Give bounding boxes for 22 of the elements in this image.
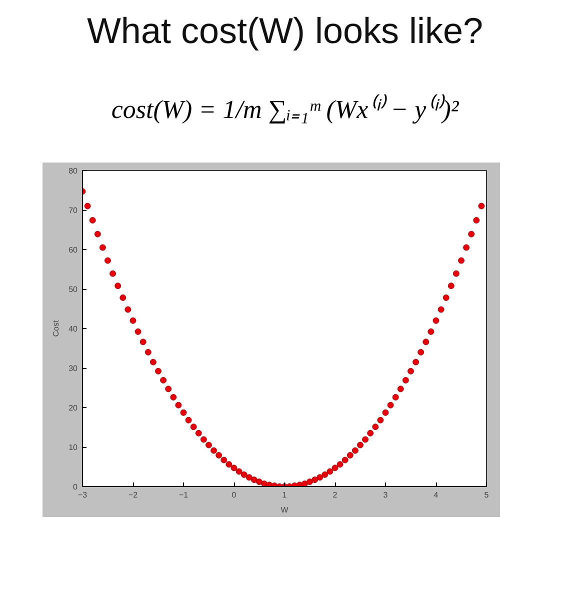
- x-tick-label: −3: [78, 490, 88, 500]
- x-tick-label: 1: [282, 490, 288, 500]
- x-tick-label: −2: [128, 490, 138, 500]
- chart-title: What cost(W) looks like?: [86, 9, 484, 53]
- y-tick-label: 30: [68, 364, 78, 373]
- y-tick-label: 20: [68, 404, 78, 412]
- y-tick-label: 10: [68, 443, 78, 452]
- x-tick-label: 3: [383, 490, 388, 500]
- x-tick-label: 5: [484, 490, 490, 500]
- y-tick-label: 40: [68, 324, 78, 334]
- x-tick-label: −1: [178, 490, 189, 500]
- x-tick-label: 0: [232, 490, 237, 500]
- y-tick-label: 0: [73, 482, 78, 492]
- y-axis-title: Cost: [52, 320, 61, 337]
- y-tick-label: 70: [68, 206, 78, 215]
- x-tick-label: 2: [332, 490, 338, 500]
- chart-subtitle: cost(W) = 1/m ∑ᵢ₌₁ᵐ (Wx⁽ⁱ⁾ − y⁽ⁱ⁾)²: [111, 93, 459, 126]
- x-axis-title: W: [280, 506, 289, 514]
- y-tick-label: 80: [68, 166, 78, 176]
- y-tick-label: 60: [68, 246, 78, 254]
- y-tick-label: 50: [68, 285, 78, 294]
- x-tick-label: 4: [434, 490, 439, 500]
